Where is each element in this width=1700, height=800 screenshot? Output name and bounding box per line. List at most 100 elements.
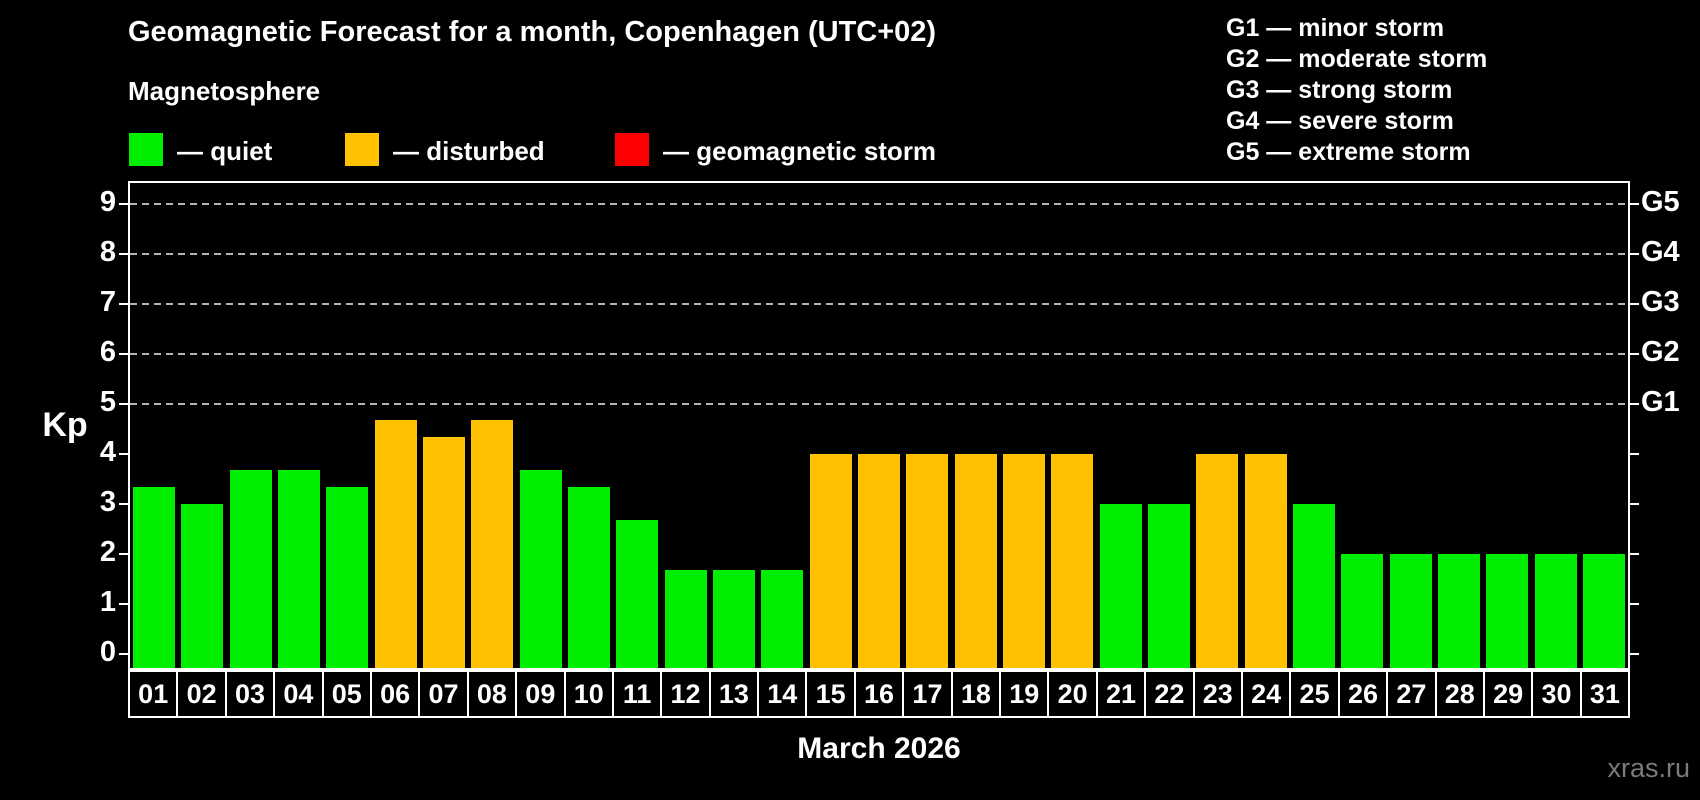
kp-bar-day-16 xyxy=(857,453,900,668)
day-cell-04: 04 xyxy=(275,672,324,716)
y-axis-label: Kp xyxy=(42,406,88,444)
kp-bar-day-04 xyxy=(278,470,321,668)
day-cell-25: 25 xyxy=(1291,672,1340,716)
y-axis-tick-left-1 xyxy=(119,602,128,605)
kp-bar-cell-day-27 xyxy=(1386,183,1434,668)
gridline-kp8 xyxy=(130,252,1628,255)
y-axis-tick-left-3 xyxy=(119,502,128,505)
y-axis-tick-right-4 xyxy=(1630,452,1639,455)
g-legend-line: G4 — severe storm xyxy=(1226,107,1454,135)
watermark: xras.ru xyxy=(1607,753,1690,783)
legend-label-disturbed: — disturbed xyxy=(393,136,545,166)
g-legend-line: G2 — moderate storm xyxy=(1226,45,1488,73)
day-cell-20: 20 xyxy=(1049,672,1098,716)
kp-bar-cell-day-12 xyxy=(662,183,710,668)
g-tick-label-G5: G5 xyxy=(1641,185,1680,218)
day-cell-24: 24 xyxy=(1243,672,1292,716)
day-cell-29: 29 xyxy=(1485,672,1534,716)
kp-bar-cell-day-06 xyxy=(372,183,420,668)
gridline-kp6 xyxy=(130,352,1628,355)
y-axis-tick-left-0 xyxy=(119,652,128,655)
kp-bar-day-02 xyxy=(181,503,224,668)
y-tick-label-7: 7 xyxy=(99,285,116,318)
g-legend-line: G3 — strong storm xyxy=(1226,76,1453,104)
day-cell-15: 15 xyxy=(807,672,856,716)
day-cell-26: 26 xyxy=(1340,672,1389,716)
day-cell-02: 02 xyxy=(178,672,227,716)
day-cell-30: 30 xyxy=(1533,672,1582,716)
day-cell-21: 21 xyxy=(1098,672,1147,716)
legend-label-quiet: — quiet xyxy=(177,136,273,166)
kp-bar-day-13 xyxy=(713,570,756,668)
kp-bar-day-27 xyxy=(1389,553,1432,668)
kp-bar-day-17 xyxy=(906,453,949,668)
day-cell-07: 07 xyxy=(420,672,469,716)
kp-bar-day-18 xyxy=(954,453,997,668)
kp-bar-cell-day-29 xyxy=(1483,183,1531,668)
kp-bar-day-12 xyxy=(664,570,707,668)
kp-bar-day-22 xyxy=(1147,503,1190,668)
g-tick-label-G3: G3 xyxy=(1641,285,1680,318)
kp-bar-day-03 xyxy=(229,470,272,668)
g-tick-label-G4: G4 xyxy=(1641,235,1680,268)
legend-swatch-geomagnetic-storm xyxy=(615,133,649,166)
day-cell-17: 17 xyxy=(904,672,953,716)
y-axis-tick-right-7 xyxy=(1630,302,1639,305)
day-cell-13: 13 xyxy=(711,672,760,716)
y-axis-tick-right-9 xyxy=(1630,202,1639,205)
y-axis-tick-right-0 xyxy=(1630,652,1639,655)
kp-bar-cell-day-22 xyxy=(1145,183,1193,668)
kp-bar-cell-day-08 xyxy=(468,183,516,668)
y-axis-tick-right-8 xyxy=(1630,252,1639,255)
kp-bar-cell-day-07 xyxy=(420,183,468,668)
g-legend-line: G1 — minor storm xyxy=(1226,14,1445,42)
kp-bar-cell-day-05 xyxy=(323,183,371,668)
g-tick-label-G1: G1 xyxy=(1641,385,1680,418)
kp-bar-cell-day-19 xyxy=(1000,183,1048,668)
y-axis-tick-right-3 xyxy=(1630,502,1639,505)
kp-bar-day-24 xyxy=(1244,453,1287,668)
day-cell-09: 09 xyxy=(517,672,566,716)
kp-bar-cell-day-15 xyxy=(807,183,855,668)
y-axis-tick-right-5 xyxy=(1630,402,1639,405)
y-axis-tick-left-9 xyxy=(119,202,128,205)
y-tick-label-9: 9 xyxy=(99,185,116,218)
kp-bar-cell-day-02 xyxy=(178,183,226,668)
kp-bar-day-26 xyxy=(1341,553,1384,668)
day-cell-14: 14 xyxy=(759,672,808,716)
kp-bar-day-05 xyxy=(326,487,369,668)
kp-bar-day-23 xyxy=(1196,453,1239,668)
kp-bar-cell-day-11 xyxy=(613,183,661,668)
y-axis-tick-right-2 xyxy=(1630,552,1639,555)
day-cell-23: 23 xyxy=(1195,672,1243,716)
day-cell-06: 06 xyxy=(372,672,421,716)
day-cell-28: 28 xyxy=(1437,672,1485,716)
kp-bar-cell-day-16 xyxy=(855,183,903,668)
kp-bar-cell-day-14 xyxy=(758,183,806,668)
y-tick-label-3: 3 xyxy=(99,485,116,518)
plot-area xyxy=(119,181,1639,670)
kp-bar-day-14 xyxy=(761,570,804,668)
g-scale-legend: G1 — minor storm G2 — moderate storm G3 — … xyxy=(1226,13,1487,168)
legend-swatch-disturbed xyxy=(345,133,379,166)
y-tick-label-5: 5 xyxy=(99,385,116,418)
chart-subtitle: Magnetosphere xyxy=(128,76,321,106)
day-cell-12: 12 xyxy=(662,672,711,716)
legend-swatch-quiet xyxy=(129,133,163,166)
y-tick-label-2: 2 xyxy=(99,535,116,568)
day-cell-22: 22 xyxy=(1146,672,1195,716)
y-tick-label-0: 0 xyxy=(99,635,116,668)
kp-bar-cell-day-18 xyxy=(951,183,999,668)
day-cell-01: 01 xyxy=(130,672,179,716)
kp-bar-cell-day-26 xyxy=(1338,183,1386,668)
g-tick-label-G2: G2 xyxy=(1641,335,1680,368)
day-cell-16: 16 xyxy=(856,672,905,716)
kp-bar-day-21 xyxy=(1099,503,1142,668)
y-axis-tick-right-1 xyxy=(1630,602,1639,605)
y-axis-tick-right-6 xyxy=(1630,352,1639,355)
day-cell-31: 31 xyxy=(1589,679,1620,709)
kp-bar-day-06 xyxy=(374,420,417,668)
chart-title: Geomagnetic Forecast for a month, Copenh… xyxy=(128,16,937,48)
kp-bar-day-09 xyxy=(519,470,562,668)
